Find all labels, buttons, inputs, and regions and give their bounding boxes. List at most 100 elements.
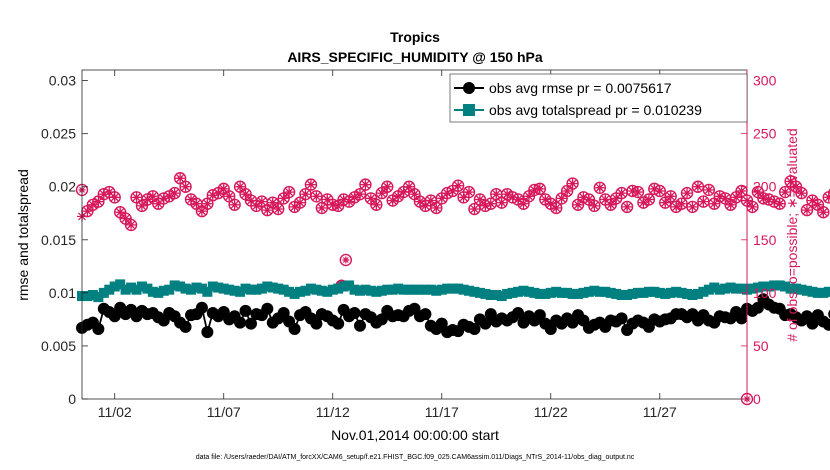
- rmse-point: [479, 317, 492, 330]
- totalspread-point: [518, 285, 529, 296]
- totalspread-point: [502, 288, 513, 299]
- totalspread-point: [665, 287, 676, 298]
- totalspread-point: [513, 286, 524, 297]
- totalspread-point: [589, 285, 600, 296]
- rmse-point: [277, 307, 290, 320]
- totalspread-point: [698, 286, 709, 297]
- totalspread-point: [769, 280, 780, 291]
- obs-evaluated-point: [404, 181, 415, 192]
- obs-evaluated-point: [311, 191, 322, 202]
- totalspread-point: [360, 284, 371, 295]
- obs-evaluated-point: [295, 197, 306, 208]
- chart-title: Tropics: [390, 29, 440, 45]
- totalspread-point: [529, 287, 540, 298]
- rmse-point: [332, 317, 345, 330]
- totalspread-point: [354, 285, 365, 296]
- obs-evaluated-point: [551, 202, 562, 213]
- obs-evaluated-point: [807, 195, 818, 206]
- totalspread-point: [469, 286, 480, 297]
- obs-evaluated-point: [491, 189, 502, 200]
- obs-evaluated-point: [518, 198, 529, 209]
- totalspread-point: [605, 287, 616, 298]
- totalspread-point: [758, 281, 769, 292]
- obs-evaluated-point: [284, 187, 295, 198]
- obs-evaluated-point: [485, 198, 496, 209]
- obs-evaluated-point: [752, 187, 763, 198]
- totalspread-point: [327, 284, 338, 295]
- obs-evaluated-point: [82, 206, 93, 217]
- obs-evaluated-point: [93, 196, 104, 207]
- obs-evaluated-point: [687, 201, 698, 212]
- totalspread-point: [780, 281, 791, 292]
- totalspread-point: [431, 285, 442, 296]
- totalspread-point: [98, 287, 109, 298]
- totalspread-point: [398, 284, 409, 295]
- series-totalspread: [77, 279, 830, 303]
- totalspread-point: [273, 283, 284, 294]
- obs-evaluated-point: [780, 187, 791, 198]
- totalspread-point: [660, 288, 671, 299]
- totalspread-point: [115, 279, 126, 290]
- totalspread-point: [736, 283, 747, 294]
- totalspread-point: [87, 289, 98, 300]
- totalspread-point: [267, 282, 278, 293]
- y-tick-label-left: 0.005: [41, 338, 76, 354]
- y-axis-label-left: rmse and totalspread: [15, 169, 31, 301]
- rmse-point: [512, 307, 525, 320]
- obs-evaluated-point: [709, 198, 720, 209]
- obs-evaluated-point: [136, 200, 147, 211]
- obs-evaluated-point: [425, 195, 436, 206]
- obs-evaluated-point: [365, 193, 376, 204]
- totalspread-point: [725, 282, 736, 293]
- obs-evaluated-point: [278, 193, 289, 204]
- obs-evaluated-point: [453, 180, 464, 191]
- obs-evaluated-point: [109, 192, 120, 203]
- x-tick-label: 11/17: [425, 404, 459, 420]
- totalspread-point: [556, 287, 567, 298]
- obs-evaluated-point: [703, 184, 714, 195]
- obs-evaluated-point: [289, 201, 300, 212]
- obs-evaluated-point: [414, 196, 425, 207]
- series-rmse: [76, 293, 830, 339]
- totalspread-point: [583, 286, 594, 297]
- totalspread-point: [316, 285, 327, 296]
- y-tick-label-left: 0.025: [41, 126, 76, 142]
- totalspread-point: [295, 286, 306, 297]
- obs-outlier-point: [339, 253, 353, 267]
- obs-evaluated-point: [360, 179, 371, 190]
- obs-evaluated-point: [567, 178, 578, 189]
- obs-evaluated-point: [643, 194, 654, 205]
- obs-evaluated-point: [409, 189, 420, 200]
- totalspread-point: [709, 282, 720, 293]
- obs-evaluated-point: [371, 199, 382, 210]
- totalspread-point: [180, 283, 191, 294]
- totalspread-point: [594, 286, 605, 297]
- rmse-point: [375, 313, 388, 326]
- totalspread-point: [791, 283, 802, 294]
- obs-evaluated-point: [431, 202, 442, 213]
- rmse-point: [234, 316, 247, 329]
- totalspread-point: [202, 286, 213, 297]
- totalspread-point: [551, 286, 562, 297]
- obs-evaluated-point: [763, 194, 774, 205]
- y-tick-label-right: 150: [753, 232, 777, 248]
- totalspread-point: [224, 284, 235, 295]
- totalspread-point: [229, 285, 240, 296]
- rmse-point: [615, 312, 628, 325]
- rmse-point: [533, 309, 546, 322]
- rmse-point: [310, 317, 323, 330]
- rmse-point: [353, 319, 366, 332]
- totalspread-point: [491, 289, 502, 300]
- obs-evaluated-point: [654, 185, 665, 196]
- totalspread-point: [278, 284, 289, 295]
- obs-evaluated-point: [115, 207, 126, 218]
- totalspread-point: [818, 287, 829, 298]
- y-tick-label-left: 0.03: [49, 73, 76, 89]
- totalspread-point: [687, 289, 698, 300]
- rmse-point: [435, 317, 448, 330]
- totalspread-point: [104, 284, 115, 295]
- obs-evaluated-point: [562, 185, 573, 196]
- obs-evaluated-point: [267, 197, 278, 208]
- obs-evaluated-point: [153, 198, 164, 209]
- y-tick-label-right: 250: [753, 126, 777, 142]
